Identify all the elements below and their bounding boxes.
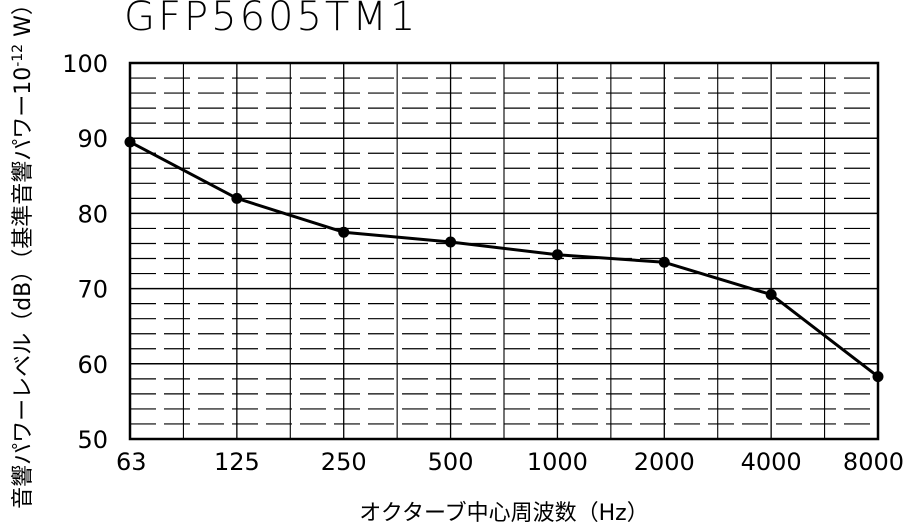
data-point (658, 256, 670, 268)
data-point (551, 249, 563, 261)
series-line (129, 140, 879, 378)
y-tick-label: 60 (77, 351, 108, 379)
y-axis-label-exponent: -12 (10, 44, 26, 67)
x-tick-labels: 63 125 250 500 1000 2000 4000 8000 (116, 448, 904, 476)
data-point (872, 371, 884, 383)
chart-title: GFP5605TM1 (124, 0, 418, 40)
y-tick-label: 70 (77, 276, 108, 304)
y-tick-label: 50 (77, 426, 108, 454)
y-tick-label: 80 (77, 200, 108, 228)
y-tick-label: 90 (77, 125, 108, 153)
data-point (231, 192, 243, 204)
y-axis-label: 音響パワーレベル（dB）（基準音響パワー10-12 W） (10, 0, 36, 509)
x-tick-label: 500 (428, 448, 474, 476)
plot-grid (130, 63, 878, 439)
x-tick-label: 8000 (843, 448, 904, 476)
y-tick-label: 100 (62, 50, 108, 78)
data-point (338, 226, 350, 238)
x-axis-label: オクターブ中心周波数（Hz） (359, 501, 648, 526)
x-tick-label: 1000 (527, 448, 588, 476)
data-point (445, 236, 457, 248)
y-axis-label-main: 音響パワーレベル（dB）（基準音響パワー10 (11, 67, 36, 509)
y-tick-labels: 50 60 70 80 90 100 (62, 50, 108, 454)
plot-frame (128, 61, 880, 441)
y-axis-label-unit: W） (11, 0, 36, 44)
x-tick-label: 125 (214, 448, 260, 476)
x-tick-label: 4000 (741, 448, 802, 476)
data-point (124, 136, 136, 148)
data-points (124, 136, 884, 383)
x-tick-label: 2000 (634, 448, 695, 476)
x-tick-label: 250 (321, 448, 367, 476)
data-point (765, 289, 777, 301)
x-tick-label: 63 (116, 448, 147, 476)
